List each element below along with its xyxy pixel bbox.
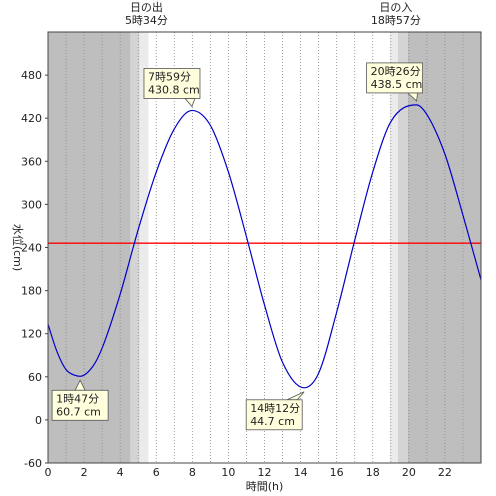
annotation-value: 60.7 cm [56,405,101,418]
x-tick-label: 18 [366,466,380,479]
x-axis-label: 時間(h) [246,480,284,493]
y-tick-label: 360 [21,155,42,168]
sun-labels: 日の出 5時34分 日の入 18時57分 [125,0,421,27]
twilight-band [389,32,399,463]
annotation-box [143,68,201,99]
twilight-band [398,32,408,463]
x-tick-label: 2 [81,466,88,479]
annotation-time: 1時47分 [56,392,99,405]
annotation-time: 7時59分 [148,70,191,83]
x-tick-label: 4 [117,466,124,479]
annotation-value: 438.5 cm [371,78,423,91]
annotation-box [366,62,423,94]
y-axis-label: 水位(cm) [11,224,25,271]
x-tick-label: 20 [402,466,416,479]
series-line-group [47,104,482,389]
y-tick-labels: -60 0 60 120 180 240 300 360 420 480 [21,69,48,470]
y-tick-label: 0 [35,414,42,427]
plot-background [48,32,481,463]
x-tick-labels: 0 2 4 6 8 10 12 14 16 18 20 22 [45,466,452,479]
y-tick-label: 480 [21,69,42,82]
annotation-time: 14時12分 [250,402,300,415]
annotation-value: 430.8 cm [148,83,200,96]
x-tick-label: 12 [258,466,272,479]
x-tick-label: 14 [294,466,308,479]
y-tick-label: 180 [21,285,42,298]
x-tick-label: 6 [153,466,160,479]
twilight-band [130,32,140,463]
annotation-time: 20時26分 [371,65,421,78]
annotation-value: 44.7 cm [250,415,295,428]
sunset-time: 18時57分 [371,14,421,27]
y-tick-label: 420 [21,112,42,125]
y-tick-label: 240 [21,242,42,255]
y-tick-label: 120 [21,328,42,341]
x-tick-label: 22 [438,466,452,479]
tide-series-line [47,104,482,389]
y-tick-label: 300 [21,198,42,211]
sunset-label: 日の入 [379,1,412,14]
x-tick-label: 8 [189,466,196,479]
x-tick-label: 10 [221,466,235,479]
sunrise-time: 5時34分 [125,14,168,27]
y-tick-label: 60 [28,371,42,384]
x-tick-label: 16 [330,466,344,479]
annotation-box [245,399,303,431]
y-tick-label: -60 [24,457,42,470]
night-band [407,32,481,463]
twilight-band [139,32,149,463]
sunrise-label: 日の出 [130,0,163,14]
x-tick-label: 0 [45,466,52,479]
day-band [148,32,390,463]
annotation-box [51,389,109,421]
